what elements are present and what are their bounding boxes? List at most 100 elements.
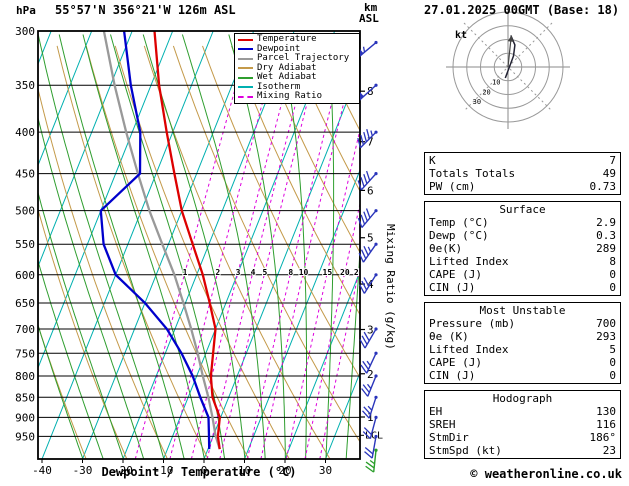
dewpoint-curve [99,31,211,450]
stats-box-title: Hodograph [492,392,553,405]
pressure-axis-unit: hPa [16,4,36,17]
hodograph-ring-label: 10 [492,79,500,87]
legend-swatch [238,76,253,79]
pressure-tick-label: 300 [15,25,35,38]
km-tick-label: 5 [367,232,374,245]
legend-item: Wet Adiabat [235,73,359,83]
run-datetime: 27.01.2025 00GMT (Base: 18) [424,3,620,17]
altitude-axis-unit-asl: ASL [359,12,379,25]
stat-label: CIN (J) [429,369,476,382]
wet-adiabat-line [181,34,266,459]
dry-adiabat-line [172,45,360,443]
legend-label: Mixing Ratio [257,91,323,102]
plot-border [37,30,361,460]
mixing-ratio-tick-label: 5 [262,268,267,277]
wet-adiabat-line [279,34,307,459]
pressure-tick-label: 350 [15,79,35,92]
stat-label: StmSpd (kt) [429,444,502,457]
isotherm-line [38,31,174,370]
stat-value: 5 [609,343,616,356]
stat-label: PW (cm) [429,180,476,193]
wind-barb [357,170,378,191]
mixing-ratio-tick-label: 15 [323,268,333,277]
stat-value: 0 [609,268,616,281]
dry-adiabat-line [231,45,360,316]
pressure-tick-label: 750 [15,347,35,360]
wind-barb [365,448,378,473]
stat-row: CAPE (J) 0 [429,268,616,281]
stat-label: Dewp (°C) [429,229,489,242]
stats-box: K 7 Totals Totals 49 PW (cm) 0.73 [424,152,621,195]
legend-swatch [238,48,253,51]
isotherm-line [0,31,11,459]
stat-label: θe(K) [429,242,463,255]
legend-swatch [238,38,253,41]
stat-value: 289 [596,242,616,255]
wet-adiabat-line [38,115,145,459]
stats-panel: K 7 Totals Totals 49 PW (cm) 0.73 Surface Temp … [424,152,621,459]
stat-value: 0 [609,281,616,294]
stat-label: Lifted Index [429,255,509,268]
stat-label: CIN (J) [429,281,476,294]
stat-value: 8 [609,255,616,268]
hodograph-ring [480,39,536,95]
stat-row: EH 130 [429,405,616,418]
temp-tick-label: 30 [319,464,332,477]
mixing-ratio-tick-label: 8 [288,268,293,277]
stat-label: EH [429,405,443,418]
pressure-tick-label: 550 [15,238,35,251]
temp-tick-label: -20 [113,464,133,477]
stat-row: Temp (°C) 2.9 [429,216,616,229]
stat-label: Totals Totals [429,167,516,180]
stat-row: CIN (J) 0 [429,369,616,382]
temp-tick-label: -40 [32,464,52,477]
plot-area: 1 2 3 4 5 8 10 15 20 25 [0,31,360,459]
wet-adiabat-line [345,242,360,459]
wind-barb [361,374,378,397]
pressure-tick-label: 500 [15,205,35,218]
isotherm-line [41,31,214,459]
stat-value: 23 [602,444,616,457]
wind-barb [362,415,378,440]
isotherm-line [82,31,255,459]
wind-barb [362,395,378,419]
dry-adiabat-line [143,45,331,459]
pressure-tick-label: 800 [15,370,35,383]
stat-value: 700 [596,317,616,330]
mixing-ratio-line [319,263,360,459]
stats-box-title: Surface [499,203,546,216]
wind-barb [359,273,378,294]
stat-value: 49 [602,167,616,180]
temp-tick-label: -30 [73,464,93,477]
isotherm-line [325,371,360,459]
dry-adiabat-line [289,45,360,193]
mixing-ratio-line [206,45,312,459]
wind-barb [359,327,378,349]
isotherm-line [38,31,133,268]
legend-item: Dewpoint [235,43,359,55]
mixing-ratio-axis-label: Mixing Ratio (g/kg) [384,224,397,350]
legend-label: Dewpoint [257,43,301,54]
km-tick-label: 6 [367,184,374,197]
stat-value: 0.3 [596,229,616,242]
parcel-trajectory-curve [102,31,221,450]
dry-adiabat-line [85,45,250,459]
stat-value: 2.9 [596,216,616,229]
stat-row: θe(K) 289 [429,242,616,255]
stat-row: SREH 116 [429,418,616,431]
dry-adiabat-line [202,45,360,379]
stat-row: Lifted Index 8 [429,255,616,268]
legend-item: Mixing Ratio [235,92,359,102]
temp-tick-label: 20 [278,464,291,477]
pressure-tick-label: 600 [15,269,35,282]
stat-row: Pressure (mb) 700 [429,317,616,330]
stat-label: Temp (°C) [429,216,489,229]
temp-axis-label: Dewpoint / Temperature (°C) [101,465,297,479]
legend: Temperature Dewpoint Parcel Trajectory Dry … [234,33,360,104]
stats-box-title: Most Unstable [479,304,566,317]
isotherm-line [244,168,360,459]
stat-label: StmDir [429,431,469,444]
stat-label: Pressure (mb) [429,317,516,330]
